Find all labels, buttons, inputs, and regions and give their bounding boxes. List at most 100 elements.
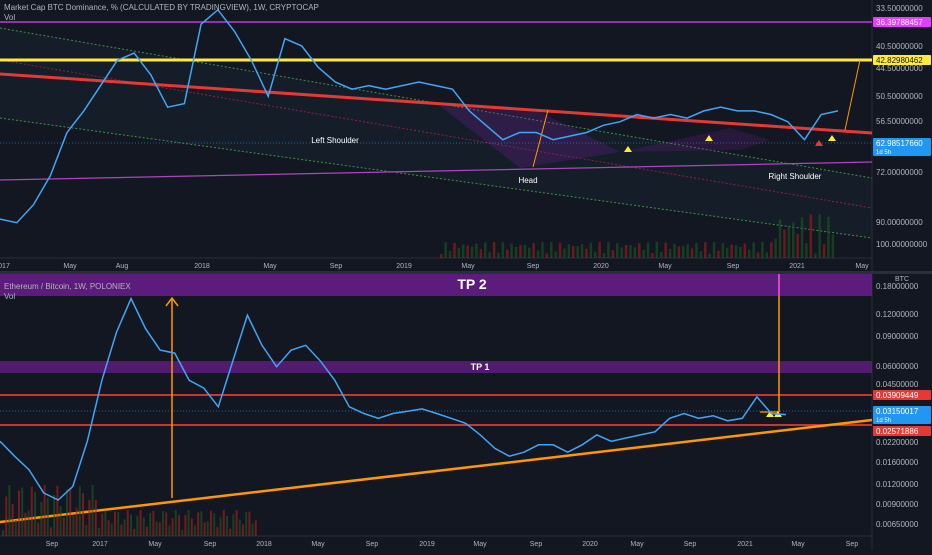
- volume-bar: [642, 250, 645, 258]
- top-price-tick: 40.50000000: [876, 42, 923, 51]
- volume-bar: [181, 529, 184, 536]
- volume-bar: [704, 242, 707, 258]
- top-time-tick: Sep: [527, 263, 540, 270]
- volume-bar: [554, 251, 557, 258]
- left-arrow-head: [165, 296, 179, 307]
- marker-triangle: [705, 135, 713, 141]
- top-price-tick: 44.50000000: [876, 64, 923, 73]
- top-price-tick: 90.00000000: [876, 218, 923, 227]
- price-badge: [873, 138, 931, 156]
- volume-bar: [5, 496, 8, 536]
- bottom-price-tick: 0.00900000: [876, 500, 919, 509]
- volume-bar: [712, 242, 716, 258]
- top-time-tick: May: [263, 263, 277, 270]
- volume-bar: [136, 515, 139, 536]
- volume-bar: [107, 520, 110, 536]
- volume-bar: [104, 510, 107, 536]
- bottom-time-tick: Sep: [530, 541, 543, 548]
- volume-bar: [809, 214, 813, 258]
- left-shoulder-label: Left Shoulder: [311, 136, 359, 145]
- volume-bar: [624, 244, 628, 258]
- volume-bar: [550, 242, 553, 258]
- volume-bar: [822, 244, 826, 258]
- volume-bar: [686, 244, 689, 258]
- volume-bar: [677, 246, 681, 258]
- bottom-price-tick: 0.09000000: [876, 332, 919, 341]
- bottom-price-axis[interactable]: 0.18000000 0.12000000 0.09000000 0.06000000…: [876, 282, 919, 529]
- volume-bar: [695, 242, 698, 258]
- volume-bar: [222, 510, 225, 536]
- volume-bar: [126, 510, 129, 536]
- bottom-time-axis[interactable]: Sep 2017 May Sep 2018 May Sep 2019 May Sep 2020 May…: [46, 541, 859, 548]
- volume-bar: [831, 234, 835, 258]
- volume-bar: [85, 525, 88, 536]
- volume-bar: [219, 517, 222, 536]
- top-time-tick: May: [63, 263, 77, 270]
- volume-bar: [448, 250, 452, 258]
- top-time-tick: May: [855, 263, 869, 270]
- volume-bar: [475, 243, 478, 258]
- price-badge-countdown: 1d 5h: [876, 418, 891, 424]
- bottom-time-tick: May: [791, 541, 805, 548]
- volume-bar: [800, 217, 804, 258]
- volume-bar: [152, 510, 155, 536]
- volume-bar: [24, 512, 27, 536]
- volume-bar: [120, 524, 123, 536]
- volume-bar: [130, 514, 132, 536]
- head-height-line: [532, 109, 549, 168]
- bottom-pane-title[interactable]: Ethereum / Bitcoin, 1W, POLONIEX: [4, 282, 131, 291]
- top-time-tick: 2018: [194, 263, 210, 270]
- volume-bar: [756, 252, 760, 258]
- volume-bar: [213, 513, 216, 536]
- marker-triangle: [624, 146, 632, 152]
- volume-bar: [748, 249, 751, 258]
- volume-bar: [594, 251, 597, 258]
- price-badge: [873, 55, 931, 65]
- volume-bar: [200, 511, 203, 536]
- bottom-time-tick: 2021: [737, 541, 753, 548]
- volume-bar: [94, 500, 97, 536]
- volume-bar: [78, 486, 81, 536]
- right-zone: [620, 128, 770, 152]
- volume-bar: [541, 242, 544, 258]
- top-price-tick: 33.50000000: [876, 4, 923, 13]
- price-badge-value: 0.03150017: [876, 407, 919, 416]
- volume-bar: [488, 252, 491, 258]
- pane-divider[interactable]: [0, 271, 932, 274]
- volume-bar: [602, 253, 606, 258]
- volume-bar: [37, 522, 40, 536]
- bottom-vol-label[interactable]: Vol: [4, 292, 16, 301]
- volume-bar: [690, 248, 694, 258]
- top-price-axis[interactable]: 33.50000000 40.50000000 44.50000000 50.5000…: [876, 4, 928, 249]
- top-vol-label[interactable]: Vol: [4, 13, 16, 22]
- bottom-time-tick: Sep: [684, 541, 697, 548]
- bottom-time-tick: May: [311, 541, 325, 548]
- volume-bar: [528, 247, 531, 258]
- top-time-axis[interactable]: 017 May Aug 2018 May Sep 2019 May Sep 2020 May Sep 2…: [0, 263, 869, 270]
- volume-bar: [34, 491, 36, 536]
- volume-bar: [814, 253, 817, 258]
- volume-bar: [66, 489, 68, 536]
- price-badge: [873, 17, 931, 27]
- volume-bar: [453, 242, 456, 258]
- top-pane-title[interactable]: Market Cap BTC Dominance, % (CALCULATED …: [4, 3, 319, 12]
- volume-bar: [203, 522, 206, 536]
- volume-bar: [616, 243, 619, 258]
- volume-bar: [21, 487, 24, 536]
- volume-bar: [11, 503, 14, 536]
- volume-bar: [59, 506, 62, 536]
- volume-bar: [558, 242, 562, 258]
- volume-bar: [226, 515, 228, 536]
- volume-bar: [117, 512, 120, 536]
- volume-bar: [56, 485, 59, 536]
- top-time-tick: Sep: [330, 263, 343, 270]
- volume-bar: [536, 250, 540, 258]
- price-badge: [873, 390, 931, 400]
- orange-trendline: [0, 418, 873, 524]
- bottom-time-tick: Sep: [366, 541, 379, 548]
- channel-top-line: [0, 27, 873, 179]
- volume-bar: [139, 510, 142, 536]
- top-time-tick: 017: [0, 263, 10, 270]
- volume-bar: [30, 486, 33, 536]
